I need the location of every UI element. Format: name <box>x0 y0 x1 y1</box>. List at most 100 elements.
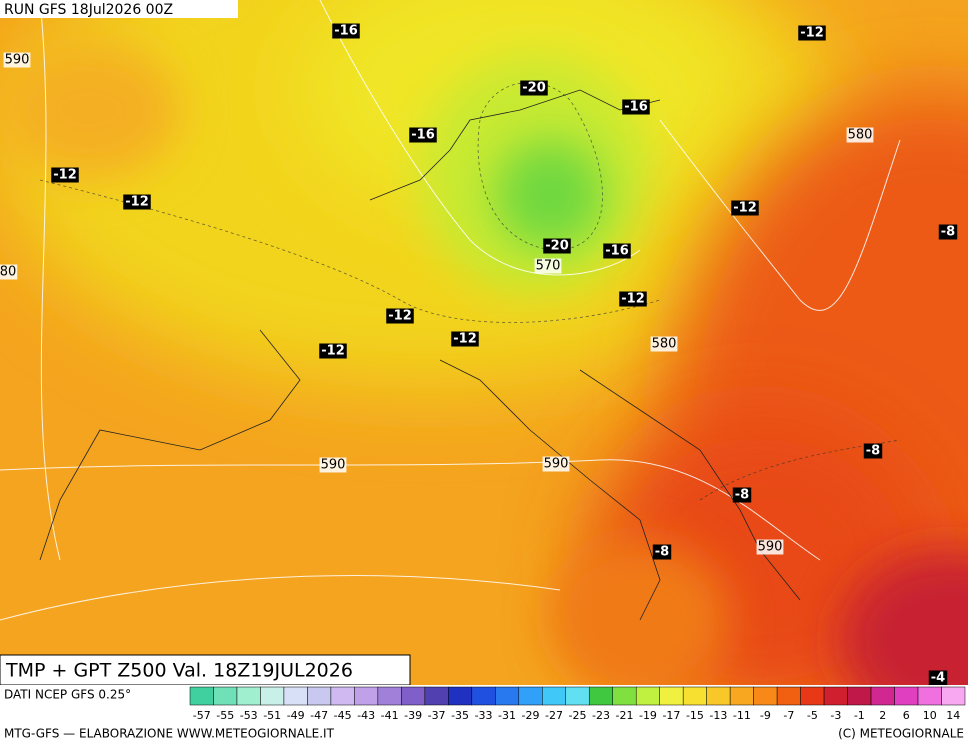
scale-swatch <box>448 686 473 706</box>
scale-swatch <box>401 686 426 706</box>
scale-label: -5 <box>807 709 818 722</box>
scale-swatch <box>682 686 707 706</box>
height-label: 580 <box>848 128 873 143</box>
isotherm-label: -12 <box>621 292 645 307</box>
scale-label: -3 <box>830 709 841 722</box>
scale-label: -23 <box>592 709 610 722</box>
scale-swatch <box>377 686 402 706</box>
isotherm-label: -16 <box>605 244 629 259</box>
scale-label: -21 <box>615 709 633 722</box>
scale-swatch <box>495 686 520 706</box>
isotherm-label-bg <box>732 487 752 503</box>
isotherm-label-bg <box>451 331 479 347</box>
isotherm-label-bg <box>386 308 414 324</box>
scale-label: -7 <box>783 709 794 722</box>
isotherm-label-bg <box>863 443 883 459</box>
scale-label: 2 <box>879 709 886 722</box>
isotherm-label: -8 <box>655 545 669 560</box>
isotherm-label-bg <box>928 670 948 686</box>
isotherm-label-bg <box>619 291 647 307</box>
scale-label: -57 <box>193 709 211 722</box>
isotherm-label: -8 <box>735 488 749 503</box>
scale-label: -31 <box>498 709 516 722</box>
scale-swatch <box>800 686 825 706</box>
scale-label: -13 <box>709 709 727 722</box>
scale-label: -9 <box>760 709 771 722</box>
height-label-bg <box>846 127 874 143</box>
isotherm-label-bg <box>332 23 360 39</box>
height-label-bg <box>650 336 678 352</box>
height-label: 570 <box>536 259 561 274</box>
height-label: 590 <box>544 457 569 472</box>
height-label: 580 <box>652 337 677 352</box>
height-label-bg <box>3 52 31 68</box>
scale-label: -49 <box>287 709 305 722</box>
isotherm-label-bg <box>319 343 347 359</box>
isotherm-label-bg <box>731 200 759 216</box>
height-label: 80 <box>0 265 16 280</box>
scale-label: -53 <box>240 709 258 722</box>
isotherm-label-bg <box>543 238 571 254</box>
scale-swatch <box>776 686 801 706</box>
scale-label: 10 <box>923 709 937 722</box>
scale-label: -43 <box>357 709 375 722</box>
scale-swatch <box>260 686 285 706</box>
scale-label: -35 <box>451 709 469 722</box>
scale-swatch <box>189 686 214 706</box>
scale-label: -39 <box>404 709 422 722</box>
scale-swatch <box>823 686 848 706</box>
scale-label: -17 <box>662 709 680 722</box>
isotherm-label-bg <box>51 167 79 183</box>
isotherm-label: -12 <box>321 344 345 359</box>
isotherm-label: -12 <box>125 195 149 210</box>
isotherm-label: -12 <box>733 201 757 216</box>
scale-swatch <box>894 686 919 706</box>
source-label: DATI NCEP GFS 0.25° <box>4 688 131 702</box>
scale-swatch <box>518 686 543 706</box>
isotherm-label: -12 <box>800 26 824 41</box>
scale-swatch <box>917 686 942 706</box>
isotherm-label-bg <box>123 194 151 210</box>
scale-swatch <box>612 686 637 706</box>
isotherm-label: -12 <box>453 332 477 347</box>
scale-label: -37 <box>428 709 446 722</box>
isotherm-label: -16 <box>334 24 358 39</box>
height-label: 590 <box>758 540 783 555</box>
scale-label: -25 <box>569 709 587 722</box>
scale-swatch <box>307 686 332 706</box>
isotherm-label: -12 <box>388 309 412 324</box>
map-labels: -16 -12 -20 -16 -16 -12 -12 -12 -8 -20 -16 -12 -12 -1… <box>0 23 958 686</box>
isotherm-label-bg <box>409 127 437 143</box>
scale-swatch <box>659 686 684 706</box>
scale-swatch <box>847 686 872 706</box>
height-label: 590 <box>321 458 346 473</box>
scale-swatch <box>354 686 379 706</box>
scale-swatch <box>635 686 660 706</box>
scale-swatch <box>283 686 308 706</box>
scale-label: -27 <box>545 709 563 722</box>
run-label: RUN GFS 18Jul2026 00Z <box>4 2 173 18</box>
scale-swatch <box>236 686 261 706</box>
scale-label: -33 <box>475 709 493 722</box>
height-label-bg <box>319 457 347 473</box>
scale-label: -55 <box>216 709 234 722</box>
isotherm-label-bg <box>938 224 958 240</box>
scale-label: -29 <box>522 709 540 722</box>
height-label: 590 <box>5 53 30 68</box>
scale-label: -45 <box>334 709 352 722</box>
scale-label: 6 <box>903 709 910 722</box>
run-box <box>0 0 238 18</box>
scale-swatch <box>870 686 895 706</box>
isotherm-label: -20 <box>522 81 546 96</box>
scale-swatch <box>471 686 496 706</box>
scale-label: -41 <box>381 709 399 722</box>
height-label-bg <box>534 258 562 274</box>
isotherm-label: -8 <box>866 444 880 459</box>
color-scale: -57 -55 -53 -51 -49 -47 -45 -43 -41 -39 -37 -35 -33-… <box>189 686 966 722</box>
scale-swatch <box>706 686 731 706</box>
isotherm-label-bg <box>622 99 650 115</box>
scale-swatch <box>588 686 613 706</box>
height-label-bg <box>542 456 570 472</box>
